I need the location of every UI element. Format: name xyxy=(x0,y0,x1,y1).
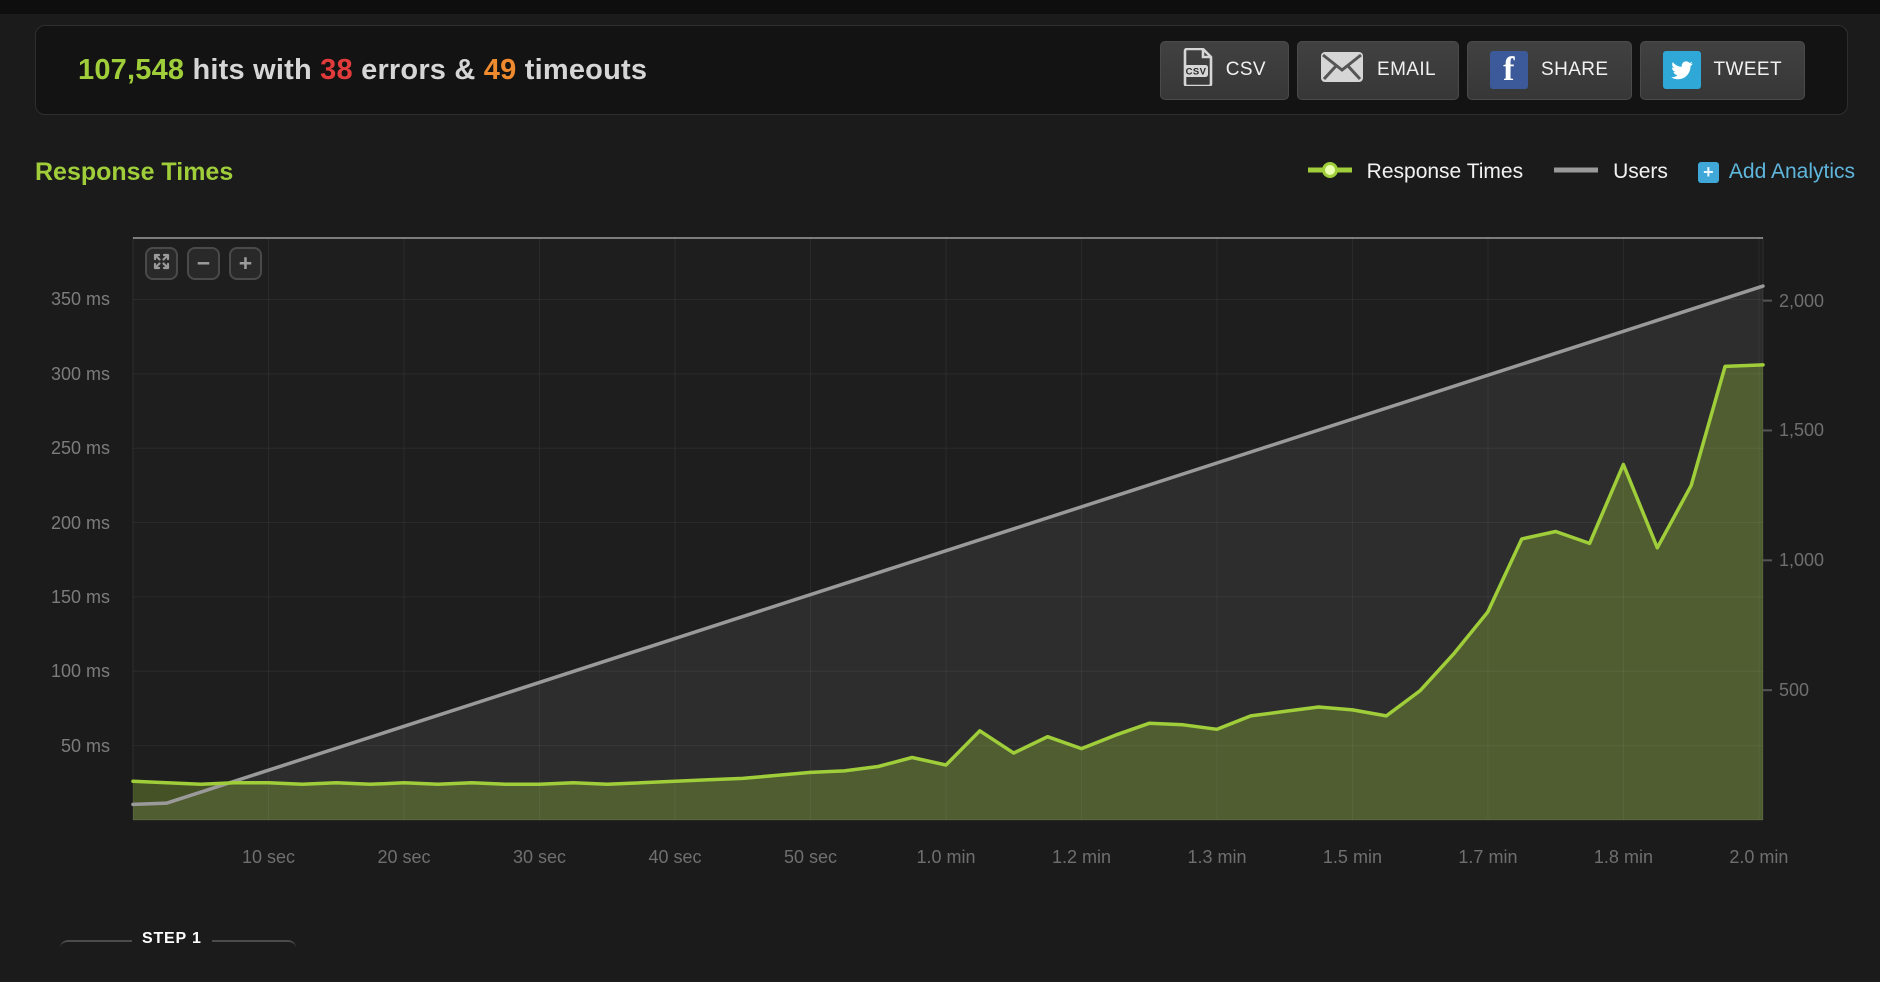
y-right-tick-label: 1,500 xyxy=(1779,420,1825,441)
y-right-tick-label: 1,000 xyxy=(1779,550,1825,571)
facebook-share-button[interactable]: f SHARE xyxy=(1467,40,1632,100)
hits-label: hits with xyxy=(192,53,321,86)
y-right-tick-label: 500 xyxy=(1779,680,1810,701)
envelope-icon xyxy=(1320,51,1364,89)
errors-count: 38 xyxy=(320,53,353,86)
users-line xyxy=(131,284,1765,807)
x-tick-label: 50 sec xyxy=(783,847,837,867)
fullscreen-button[interactable] xyxy=(145,247,178,280)
legend-users: Users xyxy=(1553,160,1668,184)
y-axis-right-labels: 500 1,000 1,500 2,000 xyxy=(1779,237,1879,820)
step-1-label: STEP 1 xyxy=(132,930,212,948)
zoom-out-button[interactable]: − xyxy=(187,247,220,280)
minus-icon: − xyxy=(196,250,211,276)
response-times-chart[interactable] xyxy=(131,237,1772,821)
tweet-button[interactable]: TWEET xyxy=(1639,40,1805,100)
csv-button[interactable]: CSV CSV xyxy=(1159,40,1289,100)
csv-button-label: CSV xyxy=(1225,59,1266,80)
svg-text:CSV: CSV xyxy=(1185,67,1206,78)
tweet-button-label: TWEET xyxy=(1713,59,1782,80)
y-left-tick-label: 250 ms xyxy=(50,438,110,459)
y-left-tick-label: 200 ms xyxy=(50,512,110,533)
response-times-line xyxy=(131,363,1765,787)
response-times-marker-icon xyxy=(1307,161,1353,184)
zoom-in-button[interactable]: + xyxy=(229,247,262,280)
email-button[interactable]: EMAIL xyxy=(1297,40,1460,100)
y-axis-left-labels: 50 ms 100 ms 150 ms 200 ms 250 ms 300 ms 350 m… xyxy=(0,237,110,820)
add-analytics-link[interactable]: + Add Analytics xyxy=(1697,160,1855,184)
timeouts-label: timeouts xyxy=(524,53,648,86)
summary-panel: 107,548 hits with 38 errors & 49 timeout… xyxy=(35,25,1848,115)
facebook-icon: f xyxy=(1490,51,1529,89)
share-button-label: SHARE xyxy=(1541,59,1609,80)
add-analytics-label: Add Analytics xyxy=(1728,160,1855,183)
email-button-label: EMAIL xyxy=(1377,59,1437,80)
legend-users-label: Users xyxy=(1613,160,1668,183)
y-right-tick-label: 2,000 xyxy=(1779,290,1825,311)
x-tick-label: 1.8 min xyxy=(1593,847,1653,867)
x-tick-label: 2.0 min xyxy=(1729,847,1789,867)
legend-response-times-label: Response Times xyxy=(1366,160,1524,183)
chart-legend: Response Times Users + Add Analytics xyxy=(1307,160,1855,184)
x-axis-labels: 10 sec 20 sec 30 sec 40 sec 50 sec 1.0 min 1.2… xyxy=(133,845,1788,873)
errors-label: errors & xyxy=(361,53,484,86)
twitter-bird-icon xyxy=(1662,51,1701,89)
plus-icon: + xyxy=(238,250,253,276)
csv-file-icon: CSV xyxy=(1183,47,1213,92)
x-tick-label: 1.3 min xyxy=(1187,847,1247,867)
share-button-row: CSV CSV EMAIL f SHARE xyxy=(1159,40,1805,100)
y-left-tick-label: 100 ms xyxy=(50,661,110,682)
x-tick-label: 20 sec xyxy=(377,847,431,867)
x-tick-label: 30 sec xyxy=(512,847,566,867)
y-left-tick-label: 350 ms xyxy=(50,289,110,310)
step-1-panel: STEP 1 xyxy=(60,930,296,982)
users-marker-icon xyxy=(1553,161,1599,184)
x-tick-label: 1.7 min xyxy=(1458,847,1518,867)
x-tick-label: 1.5 min xyxy=(1322,847,1382,867)
legend-response-times: Response Times xyxy=(1307,160,1523,184)
x-tick-label: 1.2 min xyxy=(1051,847,1111,867)
hits-count: 107,548 xyxy=(78,53,185,86)
y-left-tick-label: 50 ms xyxy=(60,735,110,756)
top-strip xyxy=(0,0,1880,14)
x-tick-label: 1.0 min xyxy=(916,847,976,867)
y-left-tick-label: 150 ms xyxy=(50,586,110,607)
section-title: Response Times xyxy=(35,158,234,186)
timeouts-count: 49 xyxy=(483,53,517,86)
x-tick-label: 10 sec xyxy=(241,847,295,867)
x-tick-label: 40 sec xyxy=(648,847,702,867)
y-left-tick-label: 300 ms xyxy=(50,363,110,384)
summary-text: 107,548 hits with 38 errors & 49 timeout… xyxy=(78,54,647,87)
add-plus-icon: + xyxy=(1697,161,1719,183)
chart-zoom-controls: − + xyxy=(145,247,262,280)
expand-arrows-icon xyxy=(152,252,171,275)
response-times-area xyxy=(133,364,1763,820)
